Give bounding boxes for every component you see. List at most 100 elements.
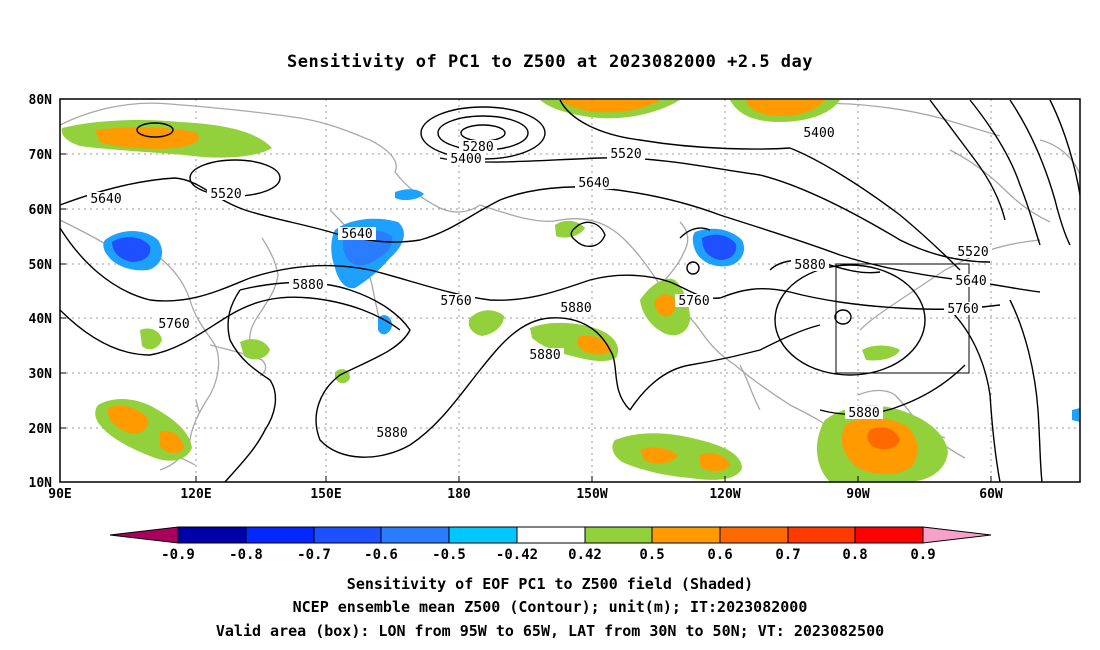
contour-label-bg <box>526 348 564 361</box>
contour-label-5760-c: 5760 <box>678 294 709 309</box>
shade-positive-gulf-alaska <box>555 220 585 238</box>
contour-5640-small <box>570 221 606 247</box>
contour-5880-mid <box>629 324 821 411</box>
shade-negative-pacific-small <box>378 315 392 335</box>
shade-positive-china-small <box>140 328 162 350</box>
z500-contours <box>59 99 1081 483</box>
colorbar-cell <box>245 526 315 544</box>
lat-label-60n: 60N <box>29 203 53 218</box>
contour-label-5400-b: 5400 <box>803 126 834 141</box>
coast-japan <box>249 237 279 346</box>
contour-5760 <box>59 227 1001 310</box>
lon-label-180: 180 <box>447 487 471 502</box>
latitude-labels: 80N 70N 60N 50N 40N 30N 20N 10N <box>29 93 53 491</box>
coast-greenland <box>1039 139 1081 176</box>
contour-label-5280: 5280 <box>462 140 493 155</box>
colorbar-cell <box>584 526 653 544</box>
lat-label-10n: 10N <box>29 476 53 491</box>
colorbar-right-arrow <box>922 526 992 544</box>
figure-title: Sensitivity of PC1 to Z500 at 2023082000… <box>287 52 813 72</box>
shade-positive-siberia-core <box>95 127 199 149</box>
contour-label-bg <box>791 258 829 271</box>
shade-positive-south-china-core2 <box>160 430 184 454</box>
contour-label-5760-b: 5760 <box>440 294 471 309</box>
contour-label-bg <box>954 245 992 258</box>
colorbar-cell <box>313 526 382 544</box>
lat-label-80n: 80N <box>29 93 53 108</box>
contour-labels: 5280 5400 5400 5520 5520 5520 5640 5640 … <box>87 126 992 441</box>
contour-label-bg <box>447 152 485 165</box>
contour-label-bg <box>437 294 475 307</box>
shade-negative-china-core <box>112 237 151 262</box>
colorbar-cell <box>516 526 586 544</box>
coast-baja <box>739 364 761 411</box>
contour-5760-west <box>59 296 401 356</box>
colorbar-label: 0.9 <box>910 547 935 563</box>
shade-positive-caribbean-core2 <box>867 427 900 450</box>
colorbar-label: 0.5 <box>639 547 664 563</box>
lat-label-50n: 50N <box>29 258 53 273</box>
colorbar-label: -0.9 <box>161 547 195 563</box>
lon-label-120e: 120E <box>180 487 211 502</box>
lon-label-120w: 120W <box>709 487 740 502</box>
contour-label-bg <box>575 176 613 189</box>
captions: Sensitivity of EOF PC1 to Z500 field (Sh… <box>216 575 884 640</box>
contour-5880-main <box>239 281 631 458</box>
shade-positive-arctic-2-core <box>745 100 825 116</box>
shade-positive-east-pacific-core <box>640 447 678 464</box>
shade-positive-florida <box>862 345 900 361</box>
colorbar-labels: -0.9 -0.8 -0.7 -0.6 -0.5 -0.42 0.42 0.5 … <box>161 547 936 563</box>
contour-label-bg <box>800 126 838 139</box>
contour-label-5880-d: 5880 <box>376 426 407 441</box>
contour-label-5640-a: 5640 <box>90 192 121 207</box>
colorbar-label: 0.42 <box>568 547 602 563</box>
contour-label-bg <box>373 426 411 439</box>
contour-label-bg <box>845 406 883 419</box>
shade-positive-westcoast-core <box>654 294 676 317</box>
contour-label-bg <box>459 140 497 153</box>
contour-label-bg <box>557 301 595 314</box>
contour-label-bg <box>675 294 713 307</box>
contour-label-bg <box>87 192 125 205</box>
contour-label-5400-a: 5400 <box>450 152 481 167</box>
contour-bc-arc <box>679 227 711 239</box>
lat-label-40n: 40N <box>29 312 53 327</box>
contour-5880-west <box>224 289 277 483</box>
contour-label-5640-c: 5640 <box>578 176 609 191</box>
contour-label-bg <box>338 227 376 240</box>
contour-east-5 <box>949 309 1001 483</box>
contour-east-1 <box>929 99 1006 221</box>
colorbar-cell <box>854 526 924 544</box>
contour-east-4 <box>1049 99 1081 196</box>
colorbar <box>109 526 992 544</box>
contour-east-6 <box>1009 299 1043 483</box>
coast-korea <box>209 344 267 377</box>
colorbar-label: -0.8 <box>229 547 263 563</box>
contour-label-bg <box>952 274 990 287</box>
contour-label-bg <box>207 187 245 200</box>
lon-label-60w: 60W <box>979 487 1003 502</box>
contour-label-5760-d: 5760 <box>947 302 978 317</box>
contour-label-5880-c: 5880 <box>529 348 560 363</box>
colorbar-cell <box>787 526 856 544</box>
coast-hudson-bay <box>949 149 1051 223</box>
shade-negative-atlantic-edge <box>1072 408 1080 422</box>
contour-label-5520-a: 5520 <box>210 187 241 202</box>
colorbar-left-arrow <box>109 526 179 544</box>
caption-shading: Sensitivity of EOF PC1 to Z500 field (Sh… <box>347 575 753 593</box>
lat-label-20n: 20N <box>29 422 53 437</box>
colorbar-cell <box>719 526 789 544</box>
contour-east-3 <box>1009 99 1071 246</box>
contour-east-2 <box>969 99 1041 246</box>
contour-label-bg <box>607 147 645 160</box>
shade-negative-bc-core <box>702 234 737 260</box>
tick-marks <box>60 98 992 482</box>
caption-contour: NCEP ensemble mean Z500 (Contour); unit(… <box>293 598 808 616</box>
colorbar-label: 0.7 <box>775 547 800 563</box>
map-frame <box>59 98 1081 483</box>
colorbar-cell <box>177 526 247 544</box>
shade-positive-pacific-2 <box>468 310 504 336</box>
shade-positive-korea <box>240 339 270 360</box>
contour-label-5880-e: 5880 <box>794 258 825 273</box>
